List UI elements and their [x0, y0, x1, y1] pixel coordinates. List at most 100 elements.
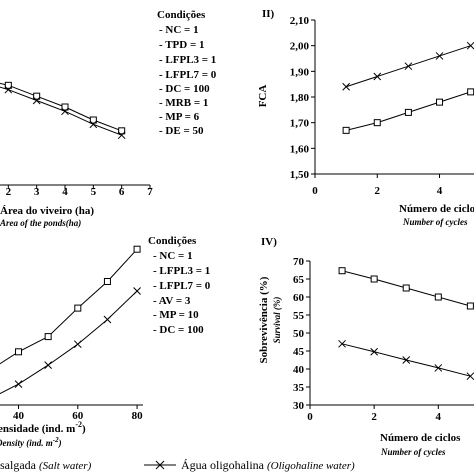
y-tick-label: 1,80 — [290, 92, 310, 104]
x-tick-label: 60 — [72, 410, 84, 422]
x-tick-label: 4 — [62, 186, 68, 198]
panel-2-label: II) — [262, 8, 275, 20]
series-line-x — [0, 290, 138, 395]
panel-1-condition-item: - TPD = 1 — [159, 39, 204, 51]
panel-3-condition-item: - DC = 100 — [153, 324, 204, 336]
panel-4-xlabel-english: Number of cycles — [380, 447, 446, 457]
legend-salt-english: (Salt water) — [39, 460, 92, 472]
data-point-x — [342, 82, 350, 91]
data-point-square — [466, 302, 474, 310]
data-point-x — [466, 41, 474, 50]
panel-4-ylabel-english: Survival (%) — [272, 297, 282, 344]
data-point-square — [4, 81, 12, 89]
data-point-square — [373, 119, 381, 127]
y-tick-label: 35 — [293, 382, 305, 394]
x-tick-label: 3 — [34, 186, 40, 198]
panel-3-series — [0, 245, 141, 395]
data-point-square — [61, 103, 69, 111]
y-tick-label: 40 — [293, 364, 305, 376]
panel-3: 40 60 80 ensidade (ind. m-2) Density (ind.… — [0, 235, 211, 448]
data-point-square — [44, 333, 52, 341]
panel-1-condition-item: - LFPL3 = 1 — [159, 54, 216, 66]
data-point-square — [467, 88, 474, 96]
legend: salgada (Salt water) Água oligohalina (Oli… — [0, 458, 355, 472]
data-point-square — [74, 304, 82, 312]
panel-4-y-tick-labels: 30 35 40 45 50 55 60 65 70 — [293, 256, 305, 412]
panel-2-xlabel-english: Number of cycles — [402, 217, 468, 227]
panel-4-series — [338, 267, 474, 381]
panel-1-condition-item: - DC = 100 — [159, 83, 210, 95]
data-point-square — [402, 284, 410, 292]
x-tick-label: 0 — [312, 185, 318, 197]
x-tick-label: 5 — [91, 186, 97, 198]
panel-1-axes — [0, 184, 151, 189]
x-tick-label: 0 — [307, 411, 313, 423]
panel-3-condition-item: - NC = 1 — [153, 250, 193, 262]
data-point-x — [103, 315, 112, 324]
x-tick-label: 2 — [6, 186, 12, 198]
x-tick-label: 4 — [437, 185, 443, 197]
panel-1-condition-item: - DE = 50 — [159, 125, 204, 137]
data-point-x — [435, 52, 444, 60]
data-point-x — [117, 131, 126, 140]
panel-3-xlabel: ensidade (ind. m-2) — [0, 420, 86, 435]
y-tick-label: 50 — [293, 328, 305, 340]
panel-1-xlabel: Área do viveiro (ha) — [0, 205, 94, 217]
panel-3-xlabel-english-end: ) — [58, 438, 62, 448]
panel-1-xlabel-english: Area of the ponds(ha) — [0, 218, 81, 228]
data-point-x — [44, 361, 53, 369]
data-point-square — [118, 127, 126, 135]
y-tick-label: 70 — [293, 256, 305, 268]
x-tick-label: 40 — [13, 410, 25, 422]
panel-3-xlabel-english-sup: -2 — [53, 436, 59, 444]
series-line-square — [0, 82, 122, 132]
data-point-x — [61, 107, 69, 116]
panel-3-condition-item: - LFPL3 = 1 — [153, 265, 210, 277]
y-tick-label: 45 — [293, 346, 305, 358]
data-point-x — [373, 72, 382, 81]
legend-oligohaline-english: (Oligohaline water) — [267, 460, 355, 472]
legend-oligohaline-label: Água oligohalina — [181, 458, 265, 472]
panel-2-x-tick-labels: 0 2 4 — [312, 185, 443, 197]
data-point-square — [342, 126, 350, 134]
data-point-square — [436, 98, 444, 106]
panel-2-series — [342, 41, 474, 134]
series-line-x — [0, 86, 122, 136]
panel-4-xlabel: Número de ciclos — [380, 432, 461, 444]
data-point-square — [133, 245, 141, 253]
data-point-x — [32, 96, 41, 105]
data-point-x — [89, 120, 98, 129]
legend-oligohaline-marker — [155, 460, 165, 470]
panel-1-x-tick-labels: 2 3 4 5 6 7 — [6, 186, 154, 198]
panel-3-conditions: Condições - NC = 1 - LFPL3 = 1 - LFPL7 =… — [148, 235, 211, 336]
panel-3-condition-item: - MP = 10 — [153, 309, 199, 321]
panel-3-axes — [0, 404, 143, 409]
panel-1: 2 3 4 5 6 7 Área do viveiro (ha) Area of the … — [0, 9, 217, 228]
panel-2-y-tick-labels: 1,50 1,60 1,70 1,80 1,90 2,00 2,10 — [290, 15, 310, 181]
data-point-square — [338, 267, 346, 275]
data-point-x — [14, 380, 23, 388]
data-point-square — [15, 348, 23, 356]
panel-3-xlabel-end: ) — [82, 423, 86, 435]
y-tick-label: 2,00 — [290, 41, 310, 53]
data-point-x — [133, 287, 141, 295]
panel-3-xlabel-english: Density (ind. m-2) — [0, 436, 62, 448]
data-point-x — [404, 62, 413, 71]
legend-salt-label: salgada — [0, 458, 37, 472]
data-point-x — [402, 356, 411, 364]
panel-2: II) FCA 1,50 1,60 1,70 1,80 1,90 2,00 2,10 0 2 4… — [257, 8, 474, 227]
panel-1-condition-item: - NC = 1 — [159, 24, 199, 36]
legend-oligohaline-water: Água oligohalina (Oligohaline water) — [181, 458, 355, 472]
y-tick-label: 60 — [293, 292, 305, 304]
data-point-x — [434, 364, 443, 372]
y-tick-label: 55 — [293, 310, 305, 322]
panel-4-ylabel: Sobrevivência (%) — [258, 276, 270, 363]
data-point-square — [370, 275, 378, 283]
panel-4-x-tick-labels: 0 2 4 — [307, 411, 441, 423]
x-tick-label: 2 — [371, 411, 377, 423]
panel-3-x-tick-labels: 40 60 80 — [13, 410, 143, 422]
panel-3-condition-item: - LFPL7 = 0 — [153, 280, 211, 292]
y-tick-label: 1,60 — [290, 143, 310, 155]
panel-1-series — [0, 81, 126, 140]
